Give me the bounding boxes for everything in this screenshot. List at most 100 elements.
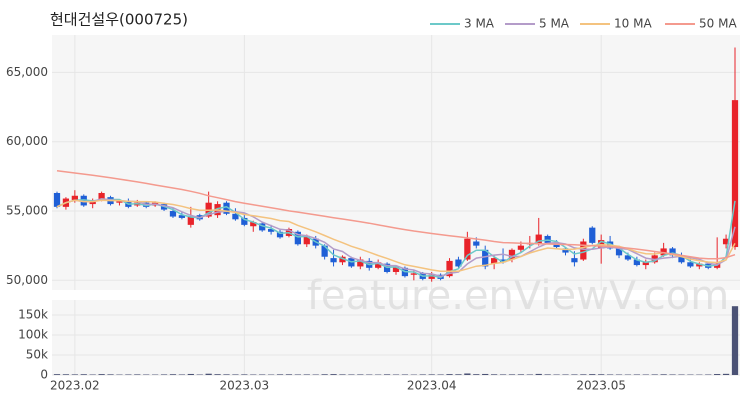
candle-body bbox=[446, 260, 453, 277]
volume-bar bbox=[187, 373, 194, 375]
candle-body bbox=[722, 238, 730, 245]
candle-body bbox=[116, 201, 123, 203]
volume-bar bbox=[223, 374, 230, 375]
volume-bar bbox=[178, 374, 186, 375]
volume-bar bbox=[731, 306, 739, 375]
volume-bar bbox=[303, 374, 310, 375]
candle-body bbox=[696, 263, 703, 267]
volume-tick-label: 50k bbox=[26, 348, 48, 362]
candle-body bbox=[731, 100, 739, 248]
volume-tick-label: 0 bbox=[40, 368, 48, 382]
volume-bar bbox=[241, 374, 248, 375]
volume-bar bbox=[562, 374, 569, 375]
volume-bar bbox=[517, 374, 525, 375]
candle-body bbox=[508, 249, 516, 260]
candle-body bbox=[464, 238, 471, 260]
volume-bar bbox=[437, 374, 444, 375]
volume-bar bbox=[482, 373, 489, 375]
candle-body bbox=[232, 213, 239, 220]
candle-body bbox=[687, 262, 694, 267]
volume-bar bbox=[455, 374, 462, 375]
ma-line bbox=[56, 170, 736, 260]
candle-body bbox=[589, 227, 596, 243]
volume-bar bbox=[294, 374, 301, 375]
candle-body bbox=[624, 255, 632, 260]
volume-bar bbox=[446, 374, 453, 375]
x-tick-label: 2023.03 bbox=[220, 379, 270, 393]
candle-body bbox=[633, 259, 640, 266]
candle-body bbox=[535, 234, 542, 245]
candle-body bbox=[428, 274, 435, 279]
candle-body bbox=[250, 222, 257, 227]
candle-body bbox=[71, 195, 78, 200]
volume-bar bbox=[598, 374, 605, 375]
volume-bar bbox=[330, 374, 337, 375]
candle-body bbox=[642, 262, 649, 266]
candle-body bbox=[410, 273, 417, 275]
candle-body bbox=[499, 259, 507, 263]
volume-bar bbox=[660, 374, 667, 375]
candle-body bbox=[375, 262, 382, 268]
candle-body bbox=[473, 241, 480, 246]
volume-tick-label: 100k bbox=[18, 328, 48, 342]
volume-bar bbox=[160, 374, 168, 375]
volume-bar bbox=[98, 374, 105, 375]
candle-body bbox=[455, 259, 462, 267]
volume-bar bbox=[214, 374, 221, 375]
volume-bar bbox=[205, 373, 212, 375]
volume-bar bbox=[276, 374, 284, 375]
candle-body bbox=[580, 241, 587, 260]
volume-bar bbox=[285, 374, 293, 375]
candle-body bbox=[562, 248, 569, 253]
candle-body bbox=[392, 266, 400, 272]
candle-body bbox=[482, 249, 489, 267]
volume-bar bbox=[348, 374, 355, 375]
candle-body bbox=[571, 258, 578, 263]
candle-body bbox=[187, 216, 194, 225]
volume-bar bbox=[499, 374, 507, 375]
volume-tick-label: 150k bbox=[18, 308, 48, 322]
volume-bar bbox=[259, 374, 266, 375]
volume-bar bbox=[401, 374, 409, 375]
volume-bar bbox=[71, 374, 78, 375]
volume-bar bbox=[134, 374, 141, 375]
candle-body bbox=[615, 248, 623, 256]
volume-bar bbox=[169, 374, 177, 375]
volume-bar bbox=[589, 374, 596, 375]
x-tick-label: 2023.02 bbox=[50, 379, 100, 393]
candle-body bbox=[259, 223, 266, 231]
volume-bar bbox=[571, 374, 578, 375]
chart-title: 현대건설우(000725) bbox=[50, 11, 188, 29]
volume-bar bbox=[383, 374, 391, 375]
y-tick-label: 55,000 bbox=[6, 204, 48, 218]
volume-bar bbox=[419, 374, 426, 375]
candle-body bbox=[339, 256, 346, 263]
volume-bar bbox=[62, 374, 70, 375]
candle-body bbox=[517, 245, 525, 250]
volume-bar bbox=[544, 374, 551, 375]
volume-bar bbox=[107, 374, 114, 375]
volume-bar bbox=[232, 374, 239, 375]
ma-line bbox=[56, 198, 736, 278]
candle-body bbox=[98, 192, 105, 200]
volume-bar bbox=[339, 374, 346, 375]
volume-bar bbox=[651, 374, 658, 375]
candle-body bbox=[678, 255, 685, 263]
volume-bar bbox=[491, 374, 498, 375]
candle-body bbox=[491, 258, 498, 264]
volume-bar bbox=[580, 374, 587, 375]
legend-label: 5 MA bbox=[539, 17, 570, 31]
candle-body bbox=[53, 192, 61, 207]
legend-label: 3 MA bbox=[464, 17, 495, 31]
volume-bar bbox=[633, 374, 640, 375]
legend-label: 50 MA bbox=[699, 17, 737, 31]
candle-body bbox=[241, 217, 248, 225]
candle-body bbox=[276, 231, 284, 238]
candle-body bbox=[357, 259, 364, 267]
x-tick-label: 2023.04 bbox=[407, 379, 457, 393]
legend-label: 10 MA bbox=[614, 17, 652, 31]
candle-body bbox=[89, 201, 96, 205]
ma-line bbox=[56, 198, 736, 279]
